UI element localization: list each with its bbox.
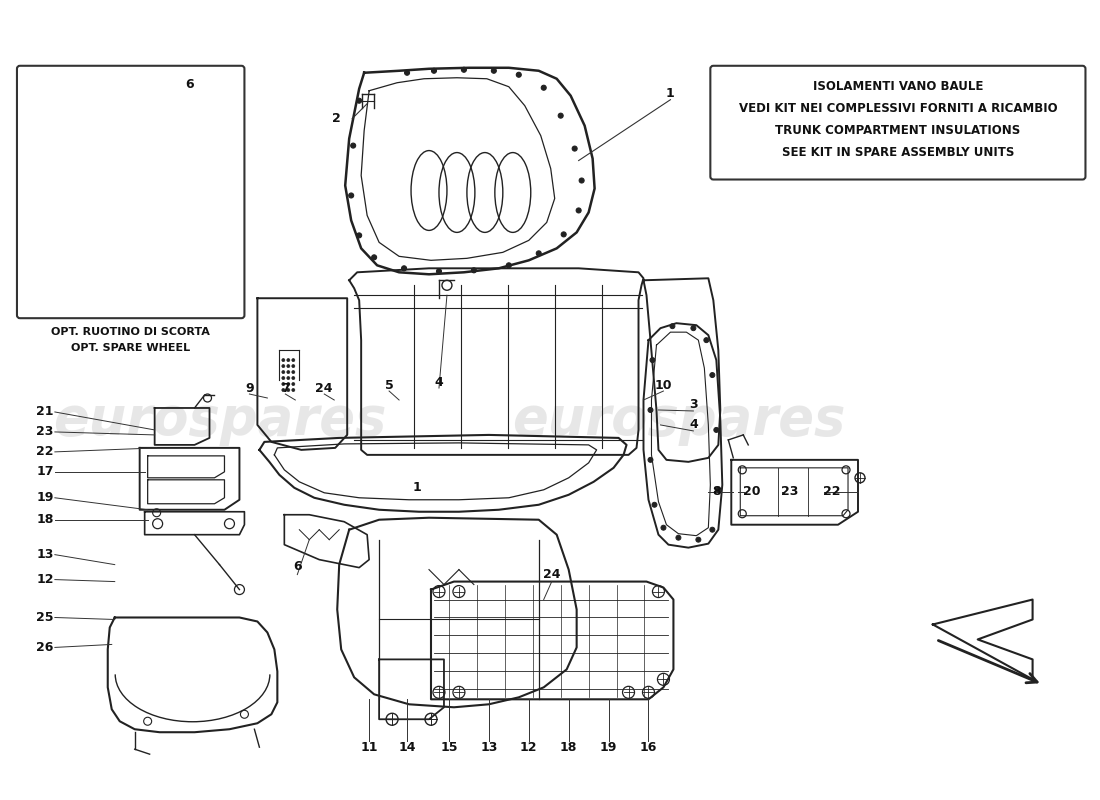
Circle shape	[282, 377, 285, 379]
Circle shape	[696, 537, 701, 542]
Text: SEE KIT IN SPARE ASSEMBLY UNITS: SEE KIT IN SPARE ASSEMBLY UNITS	[782, 146, 1014, 159]
Text: 21: 21	[36, 406, 54, 418]
Text: 13: 13	[481, 741, 497, 754]
Text: 26: 26	[36, 641, 54, 654]
Circle shape	[670, 324, 675, 329]
Circle shape	[356, 98, 362, 103]
Text: 15: 15	[440, 741, 458, 754]
Text: 6: 6	[293, 560, 301, 573]
Circle shape	[558, 113, 563, 118]
Circle shape	[704, 338, 708, 342]
Circle shape	[292, 370, 295, 374]
Text: 22: 22	[823, 486, 840, 498]
Circle shape	[461, 67, 466, 72]
Circle shape	[292, 358, 295, 362]
Circle shape	[652, 502, 657, 507]
Text: 12: 12	[520, 741, 538, 754]
Text: VEDI KIT NEI COMPLESSIVI FORNITI A RICAMBIO: VEDI KIT NEI COMPLESSIVI FORNITI A RICAM…	[738, 102, 1057, 115]
Circle shape	[282, 370, 285, 374]
Circle shape	[372, 255, 376, 260]
Text: 25: 25	[36, 611, 54, 624]
Circle shape	[710, 373, 715, 378]
Text: 16: 16	[640, 741, 657, 754]
Text: 10: 10	[654, 378, 672, 391]
Circle shape	[716, 487, 720, 492]
Text: 18: 18	[560, 741, 578, 754]
Text: 6: 6	[185, 78, 194, 91]
Circle shape	[351, 143, 355, 148]
Text: 1: 1	[667, 87, 674, 100]
Text: 19: 19	[36, 491, 54, 504]
Circle shape	[287, 389, 289, 391]
Circle shape	[675, 535, 681, 540]
Text: OPT. SPARE WHEEL: OPT. SPARE WHEEL	[72, 343, 190, 353]
Circle shape	[437, 269, 441, 274]
Circle shape	[561, 232, 566, 237]
FancyBboxPatch shape	[711, 66, 1086, 179]
Text: 22: 22	[36, 446, 54, 458]
Circle shape	[541, 86, 547, 90]
Circle shape	[292, 389, 295, 391]
Text: 7: 7	[280, 382, 289, 394]
Text: 24: 24	[543, 568, 561, 581]
Text: 13: 13	[36, 548, 54, 561]
Circle shape	[405, 70, 409, 75]
Text: 1: 1	[412, 482, 421, 494]
Circle shape	[710, 527, 715, 532]
Circle shape	[492, 68, 496, 74]
Text: 8: 8	[712, 486, 720, 498]
Text: 4: 4	[689, 418, 697, 431]
Circle shape	[472, 268, 476, 273]
Circle shape	[661, 526, 666, 530]
Circle shape	[431, 68, 437, 74]
Text: 2: 2	[332, 112, 341, 125]
Circle shape	[506, 263, 512, 268]
Text: 14: 14	[398, 741, 416, 754]
Text: 12: 12	[36, 573, 54, 586]
Circle shape	[648, 407, 653, 413]
Circle shape	[292, 382, 295, 386]
Circle shape	[292, 377, 295, 379]
Text: 23: 23	[36, 426, 54, 438]
Circle shape	[691, 326, 696, 330]
Text: 17: 17	[36, 466, 54, 478]
Text: 3: 3	[689, 398, 697, 411]
FancyBboxPatch shape	[16, 66, 244, 318]
Text: 24: 24	[316, 382, 333, 394]
Circle shape	[576, 208, 581, 213]
Circle shape	[402, 266, 407, 271]
Circle shape	[282, 358, 285, 362]
Circle shape	[579, 178, 584, 183]
Text: 20: 20	[744, 486, 761, 498]
Circle shape	[572, 146, 578, 151]
Circle shape	[648, 458, 653, 462]
Circle shape	[650, 358, 654, 362]
Text: 4: 4	[434, 375, 443, 389]
Text: 9: 9	[245, 382, 254, 394]
Text: 5: 5	[385, 378, 394, 391]
Text: 19: 19	[600, 741, 617, 754]
Circle shape	[282, 389, 285, 391]
Text: ISOLAMENTI VANO BAULE: ISOLAMENTI VANO BAULE	[813, 80, 983, 94]
Text: 23: 23	[781, 486, 799, 498]
Text: eurospares: eurospares	[512, 394, 845, 446]
Circle shape	[282, 382, 285, 386]
Circle shape	[287, 377, 289, 379]
Text: OPT. RUOTINO DI SCORTA: OPT. RUOTINO DI SCORTA	[52, 327, 210, 337]
Circle shape	[292, 365, 295, 367]
Circle shape	[282, 365, 285, 367]
Circle shape	[536, 251, 541, 256]
Text: 18: 18	[36, 514, 54, 526]
Circle shape	[287, 365, 289, 367]
Circle shape	[349, 193, 354, 198]
Text: 11: 11	[361, 741, 378, 754]
Circle shape	[356, 233, 362, 238]
Circle shape	[287, 382, 289, 386]
Circle shape	[287, 370, 289, 374]
Circle shape	[287, 358, 289, 362]
Circle shape	[714, 427, 718, 433]
Text: eurospares: eurospares	[53, 394, 386, 446]
Text: TRUNK COMPARTMENT INSULATIONS: TRUNK COMPARTMENT INSULATIONS	[776, 124, 1021, 137]
Circle shape	[516, 72, 521, 78]
